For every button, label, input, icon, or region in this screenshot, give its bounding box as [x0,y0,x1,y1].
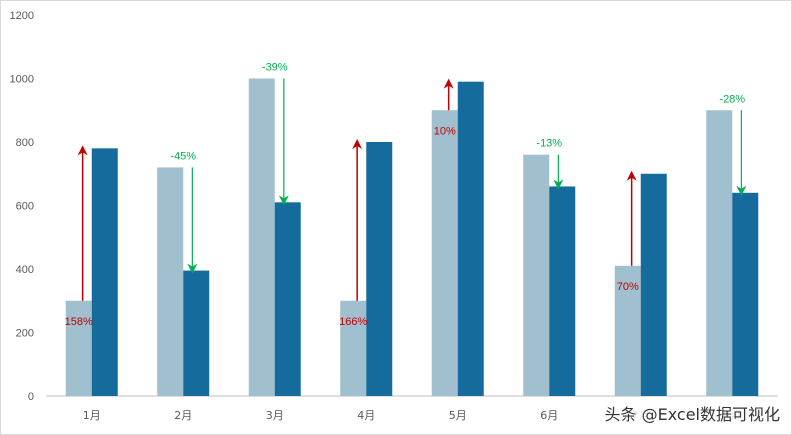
y-tick-label: 200 [16,328,34,340]
bar-series-2 [183,270,210,396]
bar-series-2 [549,186,576,396]
x-tick-label: 2月 [174,409,192,422]
x-tick-label: 3月 [266,409,284,422]
x-tick-label: 5月 [449,409,467,422]
change-label: -45% [170,150,196,162]
y-tick-label: 0 [28,391,34,403]
bar-series-1 [248,78,275,396]
bar-series-1 [340,300,367,396]
bar-series-2 [91,148,118,396]
bar-series-1 [65,300,92,396]
x-tick-label: 4月 [357,409,375,422]
bar-series-1 [157,167,184,396]
x-tick-label: 1月 [83,409,101,422]
change-label: -13% [536,138,562,150]
bar-series-2 [366,142,393,396]
bar-series-2 [457,81,484,397]
y-tick-label: 1000 [10,74,34,86]
y-tick-label: 400 [16,264,34,276]
watermark-text: 头条 @Excel数据可视化 [602,401,782,425]
x-tick-label: 6月 [540,409,558,422]
y-tick-label: 1200 [10,10,34,22]
bar-series-2 [640,173,667,396]
change-label: 158% [65,316,93,328]
y-tick-label: 800 [16,137,34,149]
bar-series-1 [431,110,458,396]
change-label: 10% [434,125,456,137]
change-label: 70% [617,281,639,293]
bar-series-1 [523,154,550,396]
change-label: -28% [719,93,745,105]
bar-series-2 [274,202,301,396]
y-tick-label: 600 [16,201,34,213]
change-label: -39% [262,62,288,74]
change-label: 166% [339,316,367,328]
bar-series-2 [732,192,759,396]
bar-series-1 [614,265,641,396]
bar-series-1 [706,110,733,396]
